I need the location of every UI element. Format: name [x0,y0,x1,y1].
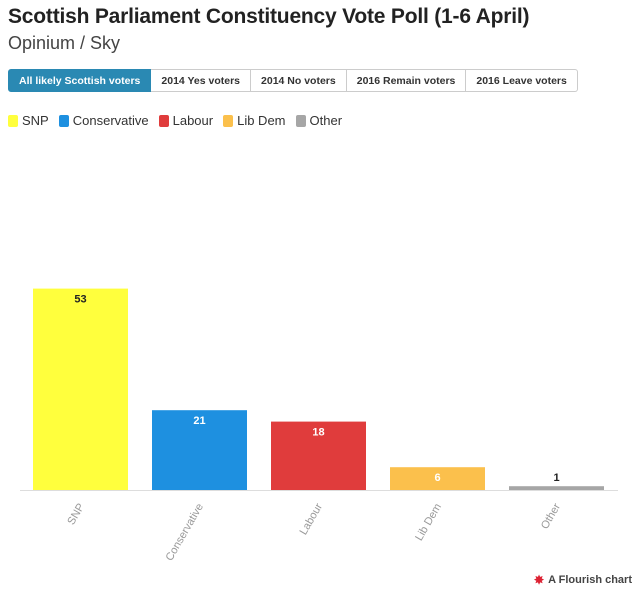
tab-all-likely-scottish-voters[interactable]: All likely Scottish voters [8,69,152,92]
data-label-lib-dem: 6 [434,472,440,484]
legend-item-snp[interactable]: SNP [8,113,49,128]
legend-label-other: Other [309,113,343,128]
tab-2014-yes-voters[interactable]: 2014 Yes voters [151,69,252,92]
legend-item-other[interactable]: Other [295,113,343,128]
flourish-logo-icon: ✸ [534,573,545,587]
x-tick-label-labour: Labour [298,501,326,537]
legend-item-conservative[interactable]: Conservative [58,113,149,128]
bar-other[interactable] [509,486,604,490]
tab-2014-no-voters[interactable]: 2014 No voters [251,69,347,92]
x-tick-label-lib-dem: Lib Dem [413,502,444,543]
legend-label-lib-dem: Lib Dem [237,113,286,128]
legend-swatch-lib-dem [223,114,234,127]
data-label-other: 1 [553,472,559,484]
x-tick-label-other: Other [539,501,563,531]
chart-title: Scottish Parliament Constituency Vote Po… [8,5,530,28]
chart-legend: SNP Conservative Labour Lib Dem Other [8,113,342,128]
data-label-labour: 18 [312,427,324,439]
voter-group-tabs: All likely Scottish voters 2014 Yes vote… [8,69,578,92]
legend-swatch-conservative [58,114,69,127]
bar-labour[interactable] [271,421,366,490]
tab-2016-remain-voters[interactable]: 2016 Remain voters [346,69,467,92]
flourish-credit[interactable]: ✸ A Flourish chart [534,574,632,586]
bar-snp[interactable] [33,288,128,490]
data-label-conservative: 21 [193,415,205,427]
bar-conservative[interactable] [152,410,247,490]
legend-label-snp: SNP [22,113,49,128]
legend-swatch-labour [158,114,169,127]
legend-label-labour: Labour [172,113,214,128]
legend-swatch-other [295,114,306,127]
x-tick-label-conservative: Conservative [164,502,206,564]
tab-2016-leave-voters[interactable]: 2016 Leave voters [466,69,578,92]
legend-item-labour[interactable]: Labour [158,113,214,128]
x-tick-label-snp: SNP [65,502,87,528]
bar-lib-dem[interactable] [390,467,485,490]
bar-chart: 53 SNP 21 Conservative 18 Labour 6 Lib Dem 1 Othe… [20,288,618,564]
legend-swatch-snp [8,114,18,127]
data-label-snp: 53 [74,294,86,306]
chart-subtitle: Opinium / Sky [8,33,121,53]
credit-label: A Flourish chart [548,574,632,586]
legend-item-lib-dem[interactable]: Lib Dem [223,113,286,128]
legend-label-conservative: Conservative [72,113,149,128]
